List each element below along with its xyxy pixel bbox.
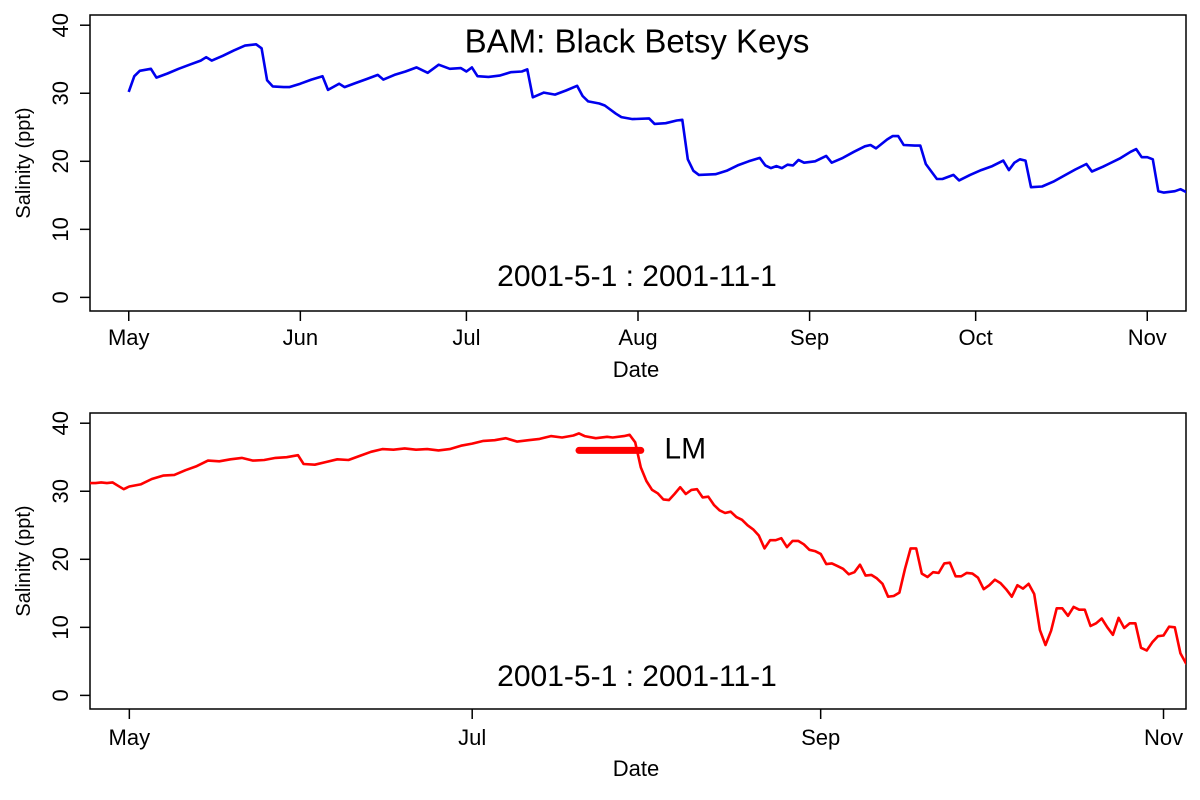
chart-title: BAM: Black Betsy Keys <box>465 23 810 60</box>
y-tick-label: 40 <box>48 411 73 435</box>
x-tick-label: Aug <box>618 325 657 350</box>
x-tick-label: Jul <box>452 325 480 350</box>
series-line-1 <box>90 432 1186 665</box>
y-tick-label: 0 <box>48 291 73 303</box>
x-tick-label: Jun <box>283 325 318 350</box>
x-axis-title: Date <box>613 357 659 382</box>
x-axis-title: Date <box>613 756 659 781</box>
x-tick-label: Jul <box>458 725 486 750</box>
x-tick-label: Sep <box>801 725 840 750</box>
chart-panel-2: 0 10 20 30 40 May Jul Sep Nov Date Salinity (ppt) 2… <box>13 411 1187 781</box>
legend-label: LM <box>664 432 706 465</box>
plot-frame <box>89 412 1187 710</box>
date-range-annotation: 2001-5-1 : 2001-11-1 <box>497 660 777 693</box>
y-axis-title: Salinity (ppt) <box>13 107 35 218</box>
chart-panel-1: 0 10 20 30 40 May Jun Jul Aug Sep Oct Nov Date Salini… <box>13 13 1187 382</box>
x-tick-label: May <box>109 725 151 750</box>
x-tick-label: Nov <box>1128 325 1167 350</box>
y-tick-label: 20 <box>48 149 73 173</box>
x-tick-label: Nov <box>1144 725 1183 750</box>
y-tick-label: 30 <box>48 479 73 503</box>
y-tick-label: 20 <box>48 547 73 571</box>
y-tick-label: 30 <box>48 81 73 105</box>
y-tick-label: 10 <box>48 615 73 639</box>
y-tick-label: 10 <box>48 217 73 241</box>
series-line-1 <box>127 42 1186 194</box>
x-tick-label: Sep <box>790 325 829 350</box>
y-tick-label: 0 <box>48 689 73 701</box>
y-axis-title: Salinity (ppt) <box>13 505 35 616</box>
x-tick-label: Oct <box>959 325 993 350</box>
date-range-annotation: 2001-5-1 : 2001-11-1 <box>497 260 777 293</box>
y-tick-label: 40 <box>48 13 73 37</box>
x-tick-label: May <box>108 325 150 350</box>
